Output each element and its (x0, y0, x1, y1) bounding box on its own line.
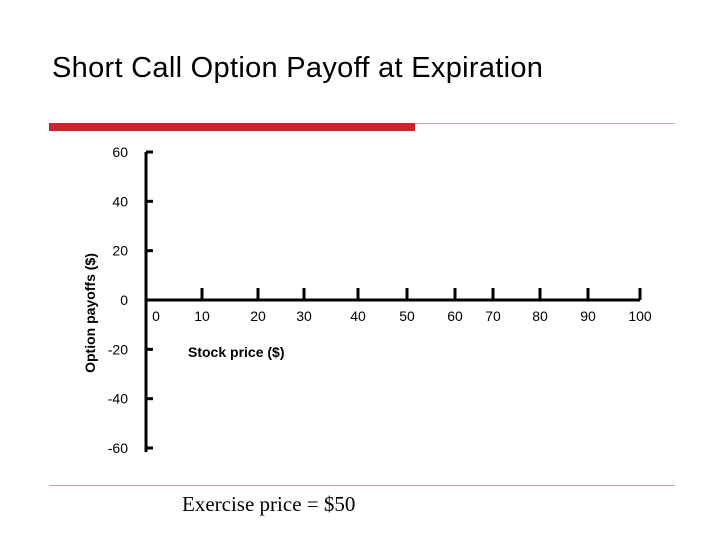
x-tick-label: 80 (532, 308, 548, 324)
x-tick-label: 70 (485, 308, 501, 324)
x-tick-label: 30 (296, 308, 312, 324)
y-axis-title: Option payoffs ($) (82, 253, 98, 373)
title-underline-thin (415, 123, 675, 124)
y-tick-label: -60 (108, 440, 128, 456)
x-tick-label: 90 (580, 308, 596, 324)
x-axis-title: Stock price ($) (188, 344, 284, 360)
title-underline-accent (49, 123, 415, 131)
exercise-price-note: Exercise price = $50 (182, 492, 356, 516)
y-tick-label: 20 (112, 243, 128, 259)
y-axis: 60 40 20 0 -20 -40 -60 (108, 144, 153, 456)
x-tick-label: 10 (194, 308, 210, 324)
x-tick-label: 60 (447, 308, 463, 324)
x-axis: 0 10 20 30 40 50 60 70 80 90 100 (146, 288, 652, 324)
slide-title: Short Call Option Payoff at Expiration (52, 52, 544, 84)
y-tick-label: -20 (108, 341, 128, 357)
x-tick-label: 20 (250, 308, 266, 324)
y-tick-label: -40 (108, 391, 128, 407)
x-tick-label: 100 (628, 308, 652, 324)
y-tick-label: 0 (120, 292, 128, 308)
bottom-divider (49, 485, 675, 486)
y-tick-label: 60 (112, 144, 128, 160)
y-tick-label: 40 (112, 193, 128, 209)
x-tick-label: 50 (399, 308, 415, 324)
x-tick-label: 0 (152, 308, 160, 324)
x-tick-label: 40 (350, 308, 366, 324)
